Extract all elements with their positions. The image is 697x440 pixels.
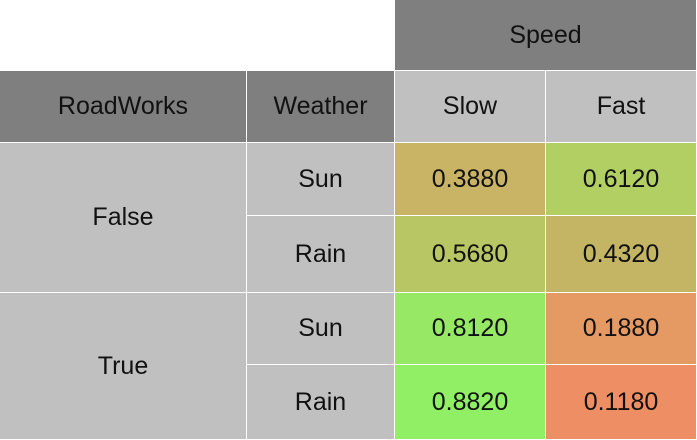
weather-column-header: Weather [247, 71, 395, 143]
table-cell: 0.5680 [395, 216, 546, 293]
table-cell: 0.4320 [546, 216, 697, 293]
roadworks-column-header: RoadWorks [0, 71, 247, 143]
table-cell: 0.6120 [546, 143, 697, 216]
table-cell: 0.8820 [395, 365, 546, 440]
table-cell: 0.8120 [395, 293, 546, 365]
slow-column-header: Slow [395, 71, 546, 143]
weather-sun-label: Sun [247, 143, 395, 216]
roadworks-false-label: False [0, 143, 247, 293]
weather-rain-label: Rain [247, 365, 395, 440]
table-cell: 0.1880 [546, 293, 697, 365]
table-cell: 0.1180 [546, 365, 697, 440]
weather-rain-label: Rain [247, 216, 395, 293]
table-cell: 0.3880 [395, 143, 546, 216]
speed-group-header: Speed [395, 0, 697, 71]
roadworks-true-label: True [0, 293, 247, 440]
top-left-empty [0, 0, 395, 71]
weather-sun-label: Sun [247, 293, 395, 365]
fast-column-header: Fast [546, 71, 697, 143]
